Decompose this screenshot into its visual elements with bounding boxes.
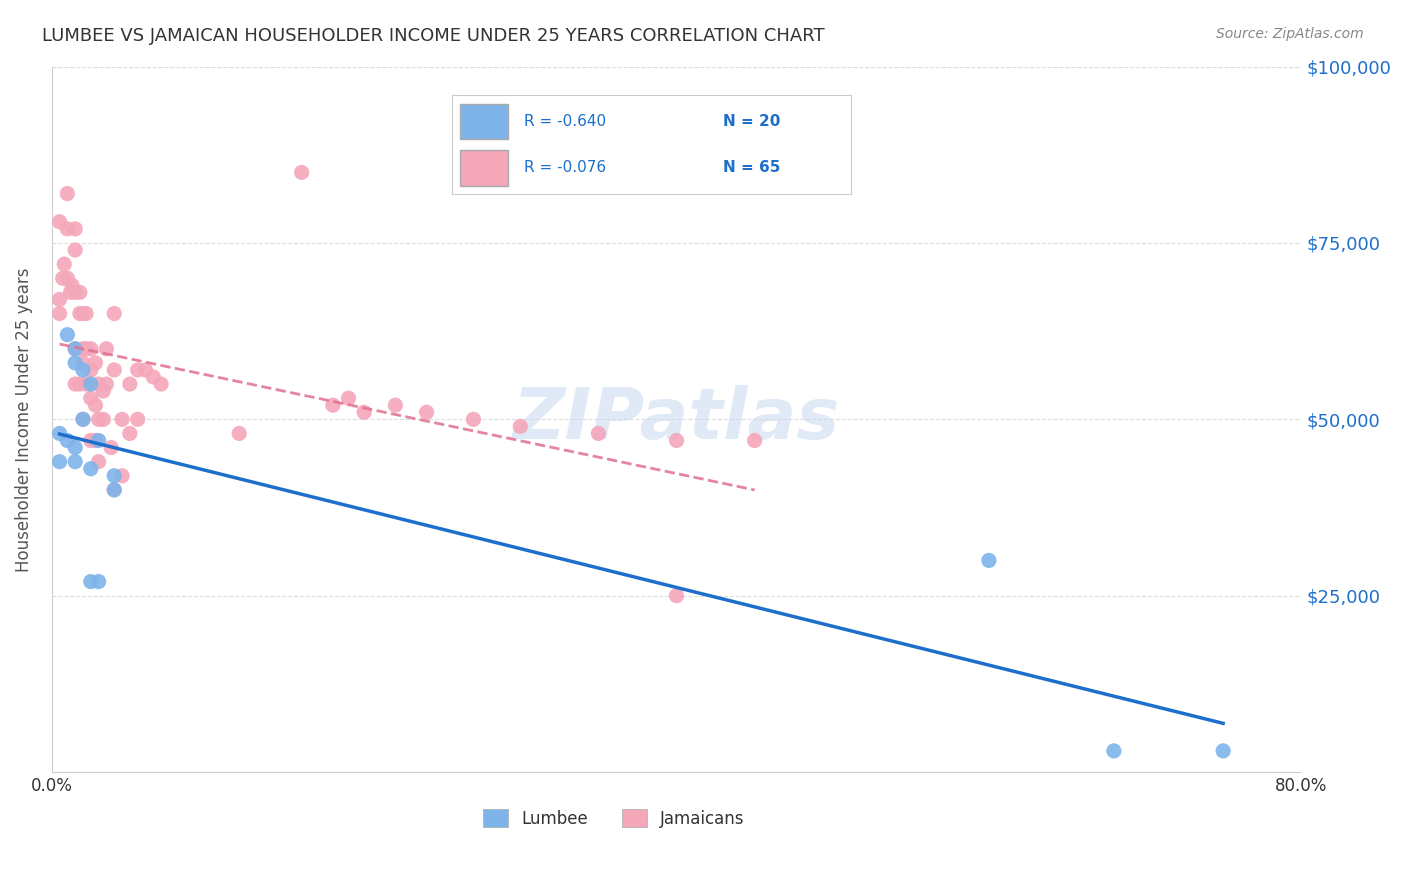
Text: Source: ZipAtlas.com: Source: ZipAtlas.com [1216, 27, 1364, 41]
Point [80, 363, 103, 377]
Point [59, 285, 82, 300]
Point [63, 285, 86, 300]
Point [1102, 744, 1125, 758]
Point [75, 342, 97, 356]
Point [665, 589, 688, 603]
Y-axis label: Householder Income Under 25 years: Householder Income Under 25 years [15, 267, 32, 572]
Point [80, 342, 103, 356]
Point [75, 306, 97, 320]
Point [111, 412, 134, 426]
Point [63, 222, 86, 236]
Point [127, 363, 149, 377]
Point [111, 468, 134, 483]
Point [60, 278, 83, 293]
Point [56, 222, 79, 236]
Point [463, 412, 485, 426]
Point [84, 398, 107, 412]
Point [665, 434, 688, 448]
Point [69, 285, 91, 300]
Point [80, 391, 103, 405]
Point [48, 426, 70, 441]
Point [75, 377, 97, 392]
Point [118, 426, 141, 441]
Point [69, 377, 91, 392]
Point [72, 363, 94, 377]
Point [63, 377, 86, 392]
Point [87, 377, 110, 392]
Point [103, 363, 125, 377]
Point [103, 468, 125, 483]
Point [80, 434, 103, 448]
Point [80, 574, 103, 589]
Point [87, 574, 110, 589]
Point [103, 483, 125, 497]
Point [63, 356, 86, 370]
Point [588, 426, 610, 441]
Legend: Lumbee, Jamaicans: Lumbee, Jamaicans [477, 803, 751, 834]
Point [56, 186, 79, 201]
Point [52, 271, 75, 285]
Point [53, 257, 76, 271]
Point [69, 306, 91, 320]
Point [63, 441, 86, 455]
Text: ZIPatlas: ZIPatlas [513, 384, 841, 454]
Point [48, 293, 70, 307]
Point [87, 455, 110, 469]
Point [100, 441, 122, 455]
Point [84, 356, 107, 370]
Point [142, 370, 165, 384]
Point [72, 342, 94, 356]
Point [228, 426, 250, 441]
Point [91, 412, 114, 426]
Point [56, 271, 79, 285]
Point [96, 377, 118, 392]
Point [63, 455, 86, 469]
Point [63, 342, 86, 356]
Point [72, 412, 94, 426]
Point [48, 306, 70, 320]
Point [134, 363, 156, 377]
Point [80, 377, 103, 392]
Point [322, 398, 344, 412]
Point [87, 434, 110, 448]
Point [72, 412, 94, 426]
Point [509, 419, 531, 434]
Point [103, 306, 125, 320]
Point [56, 434, 79, 448]
Point [84, 434, 107, 448]
Point [96, 342, 118, 356]
Point [63, 243, 86, 257]
Point [291, 165, 314, 179]
Point [91, 384, 114, 398]
Point [72, 356, 94, 370]
Point [48, 455, 70, 469]
Point [72, 306, 94, 320]
Point [127, 412, 149, 426]
Point [744, 434, 766, 448]
Point [48, 215, 70, 229]
Point [87, 412, 110, 426]
Point [56, 327, 79, 342]
Point [63, 342, 86, 356]
Point [103, 483, 125, 497]
Point [118, 377, 141, 392]
Point [337, 391, 360, 405]
Point [353, 405, 375, 419]
Point [150, 377, 173, 392]
Point [415, 405, 437, 419]
Point [384, 398, 406, 412]
Point [1212, 744, 1234, 758]
Point [977, 553, 1000, 567]
Point [80, 461, 103, 475]
Text: LUMBEE VS JAMAICAN HOUSEHOLDER INCOME UNDER 25 YEARS CORRELATION CHART: LUMBEE VS JAMAICAN HOUSEHOLDER INCOME UN… [42, 27, 825, 45]
